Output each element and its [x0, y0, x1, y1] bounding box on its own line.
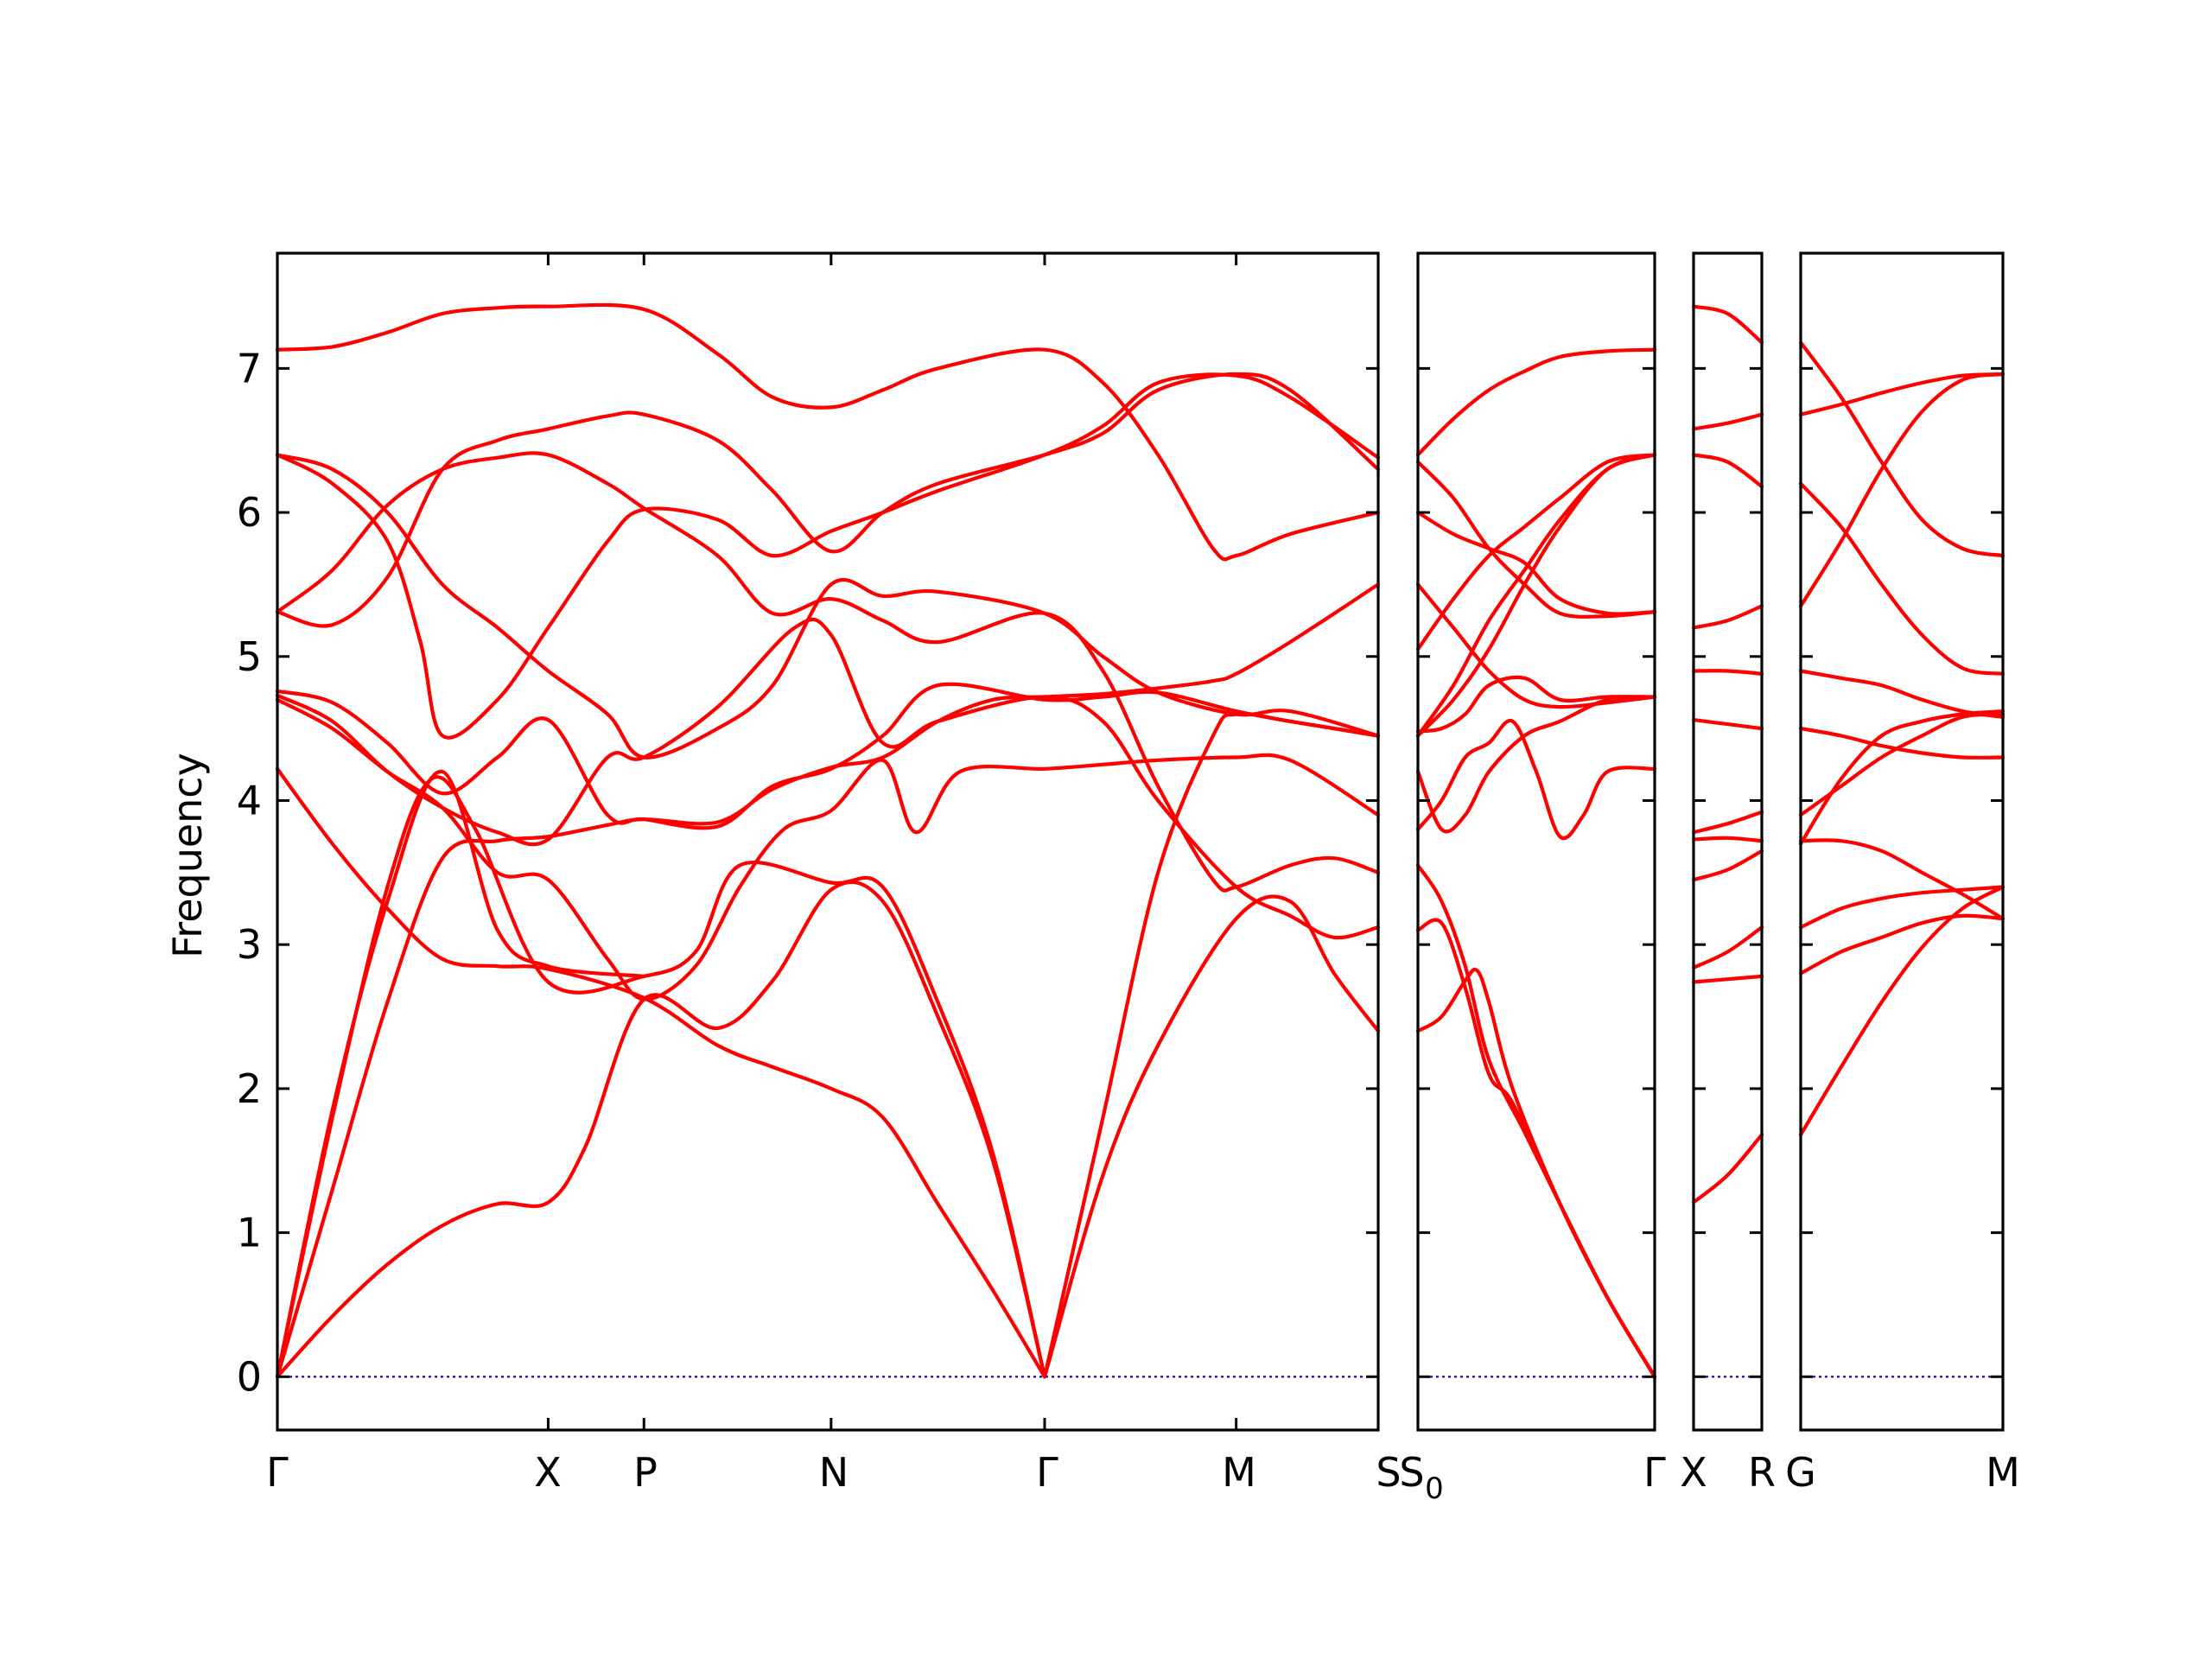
x-tick-label: M	[1986, 1449, 2020, 1496]
phonon-band	[1691, 925, 1764, 969]
phonon-band	[1691, 412, 1764, 431]
panel-G-M	[1798, 251, 2005, 1432]
phonon-band	[275, 451, 1381, 893]
phonon-band	[1042, 894, 1381, 1379]
phonon-band	[275, 766, 1047, 1379]
panel-frame	[276, 251, 1380, 1432]
phonon-band	[1691, 1133, 1764, 1205]
y-axis-label: Frequency	[164, 753, 211, 958]
phonon-band	[1798, 372, 2005, 416]
x-tick-label: N	[819, 1449, 849, 1496]
phonon-band	[1415, 460, 1657, 619]
x-tick-label: S	[1399, 1449, 1424, 1496]
phonon-band	[275, 697, 1381, 1001]
phonon-band	[1415, 453, 1657, 652]
phonon-band	[1691, 669, 1764, 676]
y-tick-label: 6	[237, 489, 262, 536]
phonon-band	[275, 582, 1381, 1379]
phonon-band	[1798, 372, 2005, 608]
phonon-band	[275, 372, 1381, 740]
x-tick-label: G	[1785, 1449, 1816, 1496]
phonon-band	[275, 769, 646, 1379]
phonon-band	[1691, 604, 1764, 630]
x-tick-label: S	[1376, 1449, 1401, 1496]
x-tick-label: Γ	[1036, 1449, 1058, 1496]
panel-S0-Γ	[1415, 251, 1657, 1432]
x-tick-label: R	[1748, 1449, 1776, 1496]
phonon-band	[275, 617, 1381, 940]
phonon-band	[1415, 347, 1657, 457]
phonon-band	[275, 880, 1047, 1379]
phonon-band	[1415, 511, 1657, 616]
x-tick-label: X	[534, 1449, 562, 1496]
y-tick-label: 7	[237, 345, 262, 391]
phonon-band	[1798, 712, 2005, 817]
y-tick-label: 3	[237, 921, 262, 968]
x-tick-label: X	[1680, 1449, 1707, 1496]
phonon-band	[1415, 675, 1657, 734]
x-tick-label: P	[633, 1449, 658, 1496]
phonon-band	[275, 775, 1047, 1379]
phonon-band	[1798, 727, 2005, 760]
phonon-band	[1415, 453, 1657, 738]
phonon-band	[1691, 810, 1764, 835]
phonon-band	[1691, 974, 1764, 984]
x-tick-label: Γ	[1643, 1449, 1666, 1496]
phonon-band	[1691, 836, 1764, 843]
phonon-band	[275, 302, 1381, 562]
panel-frame	[1799, 251, 2005, 1432]
y-tick-label: 2	[237, 1065, 262, 1112]
x-tick-labels: Γ X P N Γ M SS 0 Γ X R G M	[266, 1449, 2020, 1506]
x-tick-label: M	[1222, 1449, 1256, 1496]
y-tick-label: 5	[237, 633, 262, 680]
y-tick-label: 4	[237, 777, 262, 823]
phonon-band	[1691, 718, 1764, 731]
panel-frame	[1416, 251, 1656, 1432]
panel-Γ-X-P-N-Γ-M-S	[275, 251, 1381, 1432]
phonon-band	[1691, 304, 1764, 345]
y-tick-label: 1	[237, 1210, 262, 1256]
phonon-band	[1691, 849, 1764, 882]
phonon-band	[275, 453, 1381, 760]
phonon-band	[1798, 885, 2005, 1137]
panels	[275, 251, 2005, 1432]
phonon-band	[1415, 582, 1657, 709]
phonon-band	[1798, 709, 2005, 846]
phonon-band	[1798, 838, 2005, 921]
panel-X-R	[1691, 251, 1764, 1432]
phonon-band	[1798, 913, 2005, 976]
x-tick-label: Γ	[266, 1449, 289, 1496]
phonon-band	[1798, 885, 2005, 930]
phonon-band	[1415, 863, 1657, 1379]
phonon-band	[1798, 669, 2005, 719]
y-tick-labels: 0 1 2 3 4 5 6 7	[237, 345, 262, 1400]
phonon-band	[275, 372, 1381, 628]
phonon-band	[1798, 340, 2005, 558]
phonon-band	[1691, 453, 1764, 489]
x-tick-label: 0	[1425, 1471, 1444, 1506]
phonon-band	[1042, 711, 1381, 1379]
panel-frame	[1692, 251, 1764, 1432]
phonon-band	[1415, 718, 1657, 841]
phonon-band	[1415, 695, 1657, 834]
phonon-band	[1798, 481, 2005, 676]
y-tick-label: 0	[237, 1353, 262, 1400]
